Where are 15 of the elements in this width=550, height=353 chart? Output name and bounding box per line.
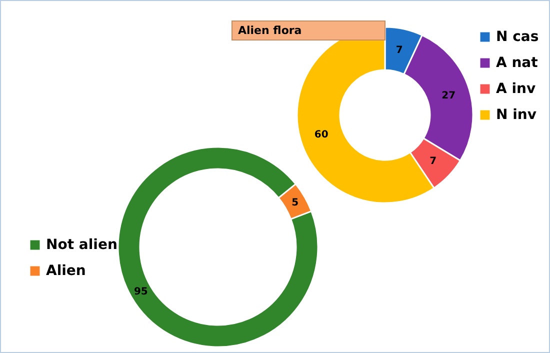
legend-label: A inv xyxy=(496,81,536,97)
legend-label: A nat xyxy=(496,55,538,71)
legend-label: Not alien xyxy=(46,237,118,253)
legend-label: N inv xyxy=(496,107,536,123)
data-label: 5 xyxy=(292,198,299,208)
data-label: 7 xyxy=(396,45,403,56)
legend-label: Alien xyxy=(46,263,86,279)
chart-title: Alien flora xyxy=(238,24,302,37)
donut-slice xyxy=(278,183,312,220)
data-label: 95 xyxy=(134,286,148,298)
legend-label: N cas xyxy=(496,29,539,45)
data-label: 7 xyxy=(430,156,437,167)
donut-slice xyxy=(117,146,319,348)
data-label: 60 xyxy=(314,129,328,140)
data-label: 27 xyxy=(442,90,456,102)
